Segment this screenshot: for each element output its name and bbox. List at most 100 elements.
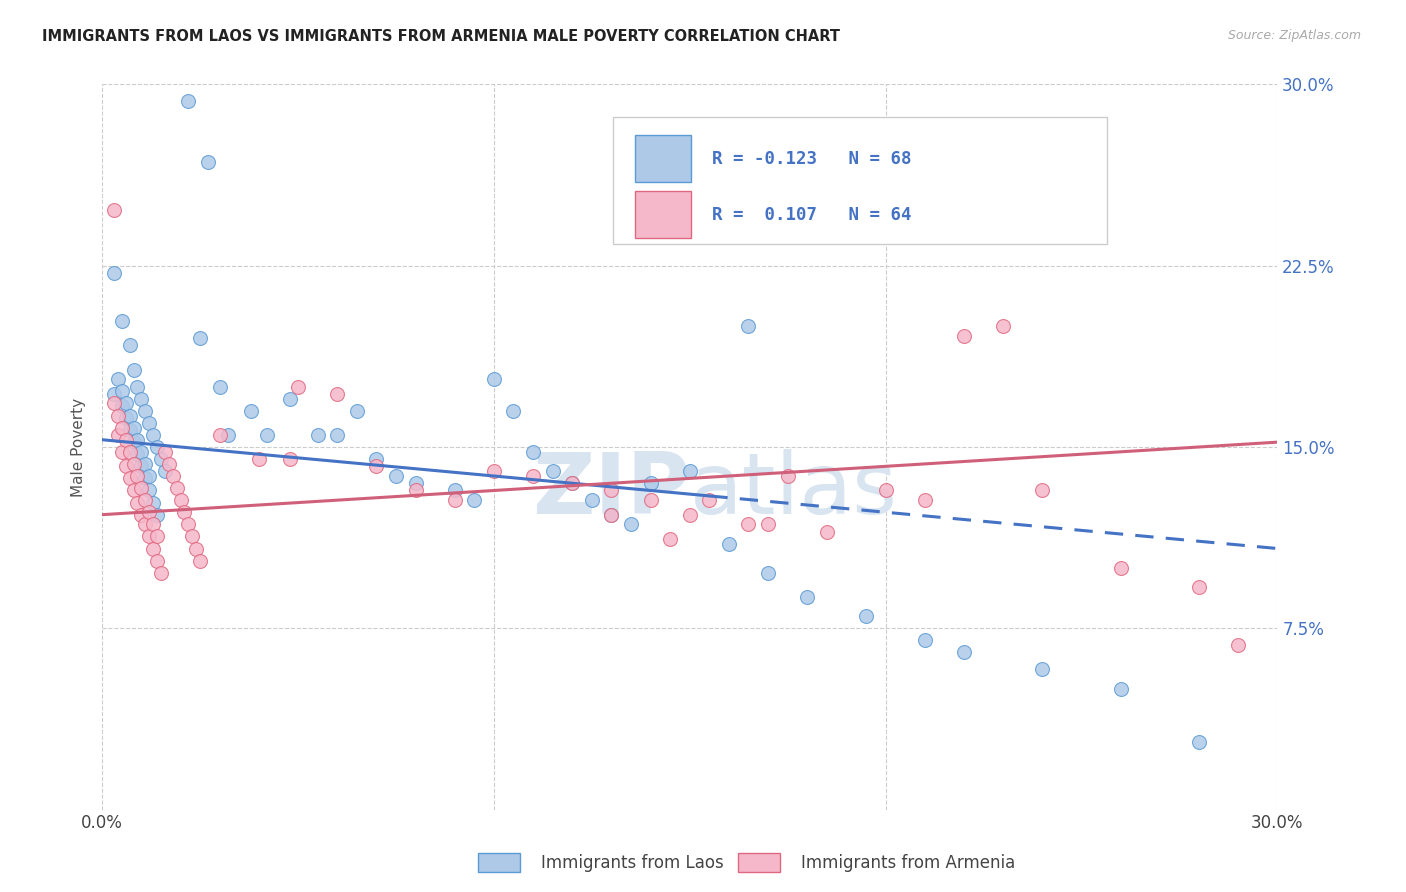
Point xyxy=(208,379,231,393)
Point xyxy=(107,409,129,423)
Point xyxy=(247,452,270,467)
Point xyxy=(240,403,263,417)
Point xyxy=(699,493,721,508)
Point xyxy=(134,403,156,417)
Point xyxy=(127,447,149,461)
Point xyxy=(188,331,211,345)
Point xyxy=(522,445,544,459)
Point xyxy=(127,433,149,447)
Point xyxy=(640,493,662,508)
FancyBboxPatch shape xyxy=(613,117,1107,244)
Point xyxy=(146,553,169,567)
Point xyxy=(443,493,465,508)
Point xyxy=(118,338,141,352)
Point xyxy=(186,541,208,556)
Point xyxy=(138,483,160,498)
Point xyxy=(561,476,583,491)
Point xyxy=(127,495,149,509)
Point xyxy=(717,536,740,550)
FancyBboxPatch shape xyxy=(634,191,690,238)
Point xyxy=(111,420,134,434)
Point xyxy=(1031,662,1053,676)
Point xyxy=(208,428,231,442)
Point xyxy=(111,384,134,399)
Point xyxy=(855,609,877,624)
Point xyxy=(188,553,211,567)
Point xyxy=(737,319,759,334)
Point xyxy=(600,508,623,522)
Point xyxy=(256,428,278,442)
Point xyxy=(127,469,149,483)
Point xyxy=(114,459,136,474)
Point xyxy=(953,645,976,659)
Point xyxy=(138,416,160,430)
Text: R = -0.123   N = 68: R = -0.123 N = 68 xyxy=(711,150,911,168)
Point xyxy=(118,471,141,485)
Point xyxy=(991,319,1014,334)
Point xyxy=(385,469,408,483)
Point xyxy=(366,452,388,467)
Point xyxy=(737,517,759,532)
Point xyxy=(153,445,176,459)
Y-axis label: Male Poverty: Male Poverty xyxy=(72,398,86,497)
Point xyxy=(756,566,779,580)
Point xyxy=(122,420,145,434)
Point xyxy=(1109,561,1132,575)
Point xyxy=(111,445,134,459)
Point xyxy=(142,495,165,509)
Point xyxy=(138,529,160,543)
Point xyxy=(169,493,191,508)
Point xyxy=(122,435,145,450)
Point xyxy=(1031,483,1053,498)
Point xyxy=(127,379,149,393)
Point xyxy=(146,508,169,522)
Point xyxy=(134,471,156,485)
Point xyxy=(914,493,936,508)
Text: Immigrants from Laos: Immigrants from Laos xyxy=(541,855,724,872)
Point xyxy=(217,428,239,442)
Point xyxy=(561,476,583,491)
Point xyxy=(162,469,184,483)
Point xyxy=(502,403,524,417)
Point xyxy=(278,392,301,406)
Point xyxy=(103,386,125,401)
Point xyxy=(541,464,564,478)
Point xyxy=(103,396,125,410)
Point xyxy=(953,328,976,343)
Point xyxy=(914,633,936,648)
Point xyxy=(776,469,799,483)
Point xyxy=(463,493,485,508)
Point xyxy=(157,457,180,471)
Point xyxy=(1188,580,1211,594)
Point xyxy=(149,566,172,580)
Point xyxy=(131,459,153,474)
Point xyxy=(796,590,818,604)
Point xyxy=(131,508,153,522)
Point xyxy=(482,372,505,386)
FancyBboxPatch shape xyxy=(634,136,690,182)
Point xyxy=(131,392,153,406)
Point xyxy=(166,481,188,495)
Point xyxy=(875,483,897,498)
Point xyxy=(307,428,329,442)
Point xyxy=(177,517,200,532)
Point xyxy=(138,469,160,483)
Point xyxy=(679,508,702,522)
Point xyxy=(346,403,368,417)
Text: atlas: atlas xyxy=(690,449,898,532)
Point xyxy=(600,483,623,498)
Point xyxy=(114,433,136,447)
Point xyxy=(131,481,153,495)
Point xyxy=(118,445,141,459)
Point xyxy=(366,459,388,474)
Point xyxy=(581,493,603,508)
Point xyxy=(103,266,125,280)
Point xyxy=(443,483,465,498)
Text: Source: ZipAtlas.com: Source: ZipAtlas.com xyxy=(1227,29,1361,42)
Point xyxy=(142,517,165,532)
Point xyxy=(118,423,141,437)
Point xyxy=(326,386,349,401)
Point xyxy=(522,469,544,483)
Point xyxy=(146,529,169,543)
Point xyxy=(405,483,427,498)
